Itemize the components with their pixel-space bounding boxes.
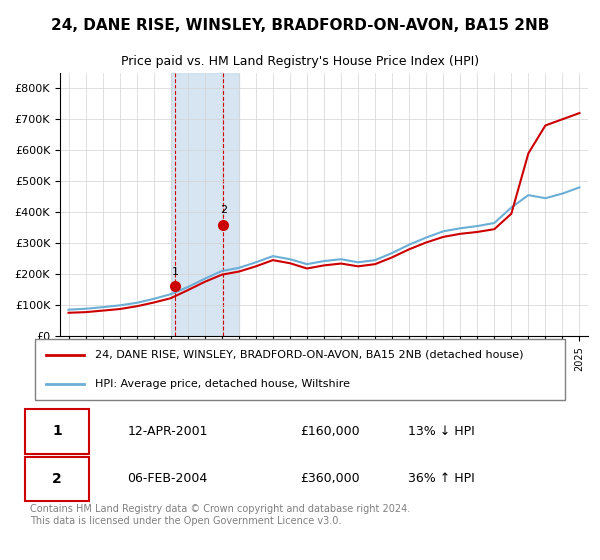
Text: 24, DANE RISE, WINSLEY, BRADFORD-ON-AVON, BA15 2NB: 24, DANE RISE, WINSLEY, BRADFORD-ON-AVON… bbox=[51, 18, 549, 33]
Text: £160,000: £160,000 bbox=[300, 425, 359, 438]
Text: 1: 1 bbox=[52, 424, 62, 438]
FancyBboxPatch shape bbox=[35, 339, 565, 400]
Text: 36% ↑ HPI: 36% ↑ HPI bbox=[408, 472, 475, 486]
Text: 1: 1 bbox=[172, 267, 179, 277]
Text: 13% ↓ HPI: 13% ↓ HPI bbox=[408, 425, 475, 438]
Bar bbox=[171, 73, 239, 336]
Text: 2: 2 bbox=[52, 472, 62, 486]
Text: £360,000: £360,000 bbox=[300, 472, 359, 486]
Text: 12-APR-2001: 12-APR-2001 bbox=[127, 425, 208, 438]
Text: Price paid vs. HM Land Registry's House Price Index (HPI): Price paid vs. HM Land Registry's House … bbox=[121, 55, 479, 68]
FancyBboxPatch shape bbox=[25, 409, 89, 454]
Text: Contains HM Land Registry data © Crown copyright and database right 2024.
This d: Contains HM Land Registry data © Crown c… bbox=[30, 504, 410, 526]
Text: 06-FEB-2004: 06-FEB-2004 bbox=[127, 472, 208, 486]
FancyBboxPatch shape bbox=[25, 456, 89, 501]
Text: 24, DANE RISE, WINSLEY, BRADFORD-ON-AVON, BA15 2NB (detached house): 24, DANE RISE, WINSLEY, BRADFORD-ON-AVON… bbox=[95, 350, 523, 360]
Text: HPI: Average price, detached house, Wiltshire: HPI: Average price, detached house, Wilt… bbox=[95, 379, 350, 389]
Text: 2: 2 bbox=[220, 205, 227, 215]
